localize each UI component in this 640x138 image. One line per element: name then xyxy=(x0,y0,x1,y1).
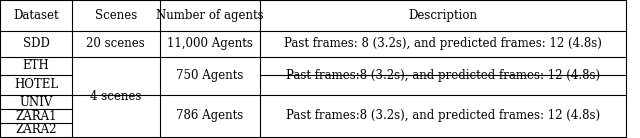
Text: 20 scenes: 20 scenes xyxy=(86,37,145,50)
Text: 786 Agents: 786 Agents xyxy=(176,109,243,122)
Text: ETH: ETH xyxy=(22,59,49,72)
Text: ZARA2: ZARA2 xyxy=(15,124,57,136)
Text: UNIV: UNIV xyxy=(19,96,52,109)
Text: Dataset: Dataset xyxy=(13,9,59,22)
Text: 750 Agents: 750 Agents xyxy=(176,69,243,82)
Text: Scenes: Scenes xyxy=(95,9,137,22)
Text: SDD: SDD xyxy=(22,37,49,50)
Text: Past frames:8 (3.2s), and predicted frames: 12 (4.8s): Past frames:8 (3.2s), and predicted fram… xyxy=(286,69,600,82)
Text: Description: Description xyxy=(408,9,477,22)
Text: Past frames:8 (3.2s), and predicted frames: 12 (4.8s): Past frames:8 (3.2s), and predicted fram… xyxy=(286,109,600,122)
Text: 11,000 Agents: 11,000 Agents xyxy=(167,37,253,50)
Text: Number of agents: Number of agents xyxy=(156,9,264,22)
Text: HOTEL: HOTEL xyxy=(14,78,58,91)
Text: 4 scenes: 4 scenes xyxy=(90,90,141,103)
Text: Past frames: 8 (3.2s), and predicted frames: 12 (4.8s): Past frames: 8 (3.2s), and predicted fra… xyxy=(284,37,602,50)
Text: ZARA1: ZARA1 xyxy=(15,110,57,123)
